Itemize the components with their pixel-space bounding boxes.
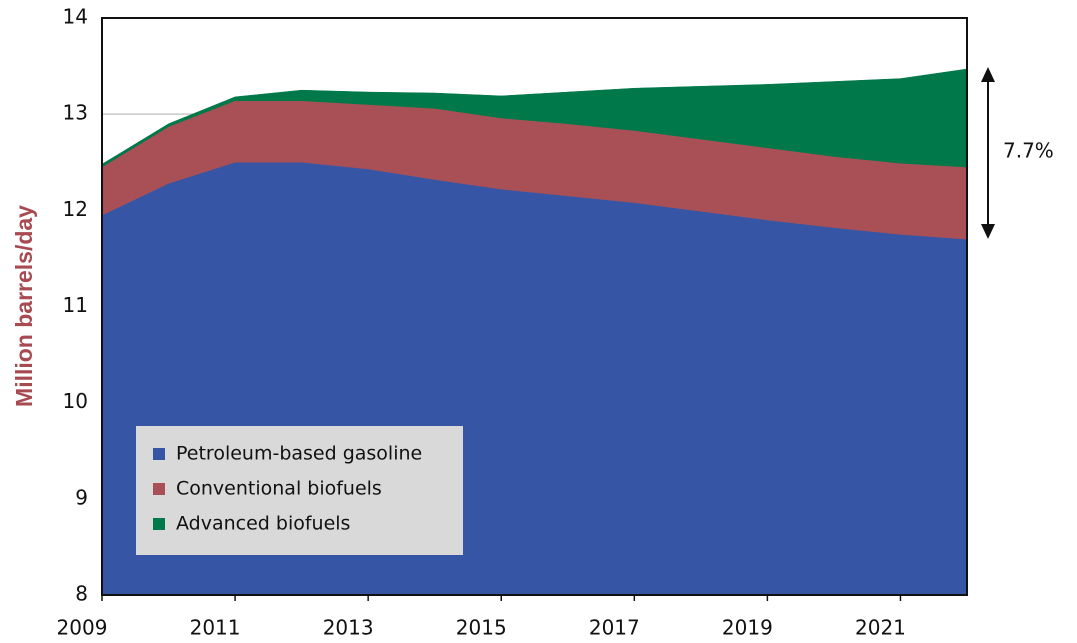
legend-label: Advanced biofuels <box>176 513 350 535</box>
x-tick-label: 2015 <box>456 616 507 640</box>
y-tick-label: 10 <box>63 389 88 413</box>
x-tick-label: 2021 <box>855 616 906 640</box>
legend-swatch <box>153 448 165 460</box>
legend-label: Petroleum-based gasoline <box>176 443 422 465</box>
x-tick-label: 2011 <box>190 616 241 640</box>
x-tick-label: 2009 <box>57 616 108 640</box>
y-tick-label: 12 <box>63 197 88 221</box>
x-tick-label: 2017 <box>589 616 640 640</box>
annotation-arrow <box>981 67 995 239</box>
legend-swatch <box>153 518 165 530</box>
y-axis-label: Million barrels/day <box>11 205 37 407</box>
legend-swatch <box>153 483 165 495</box>
y-tick-label: 11 <box>63 293 88 317</box>
legend-box <box>136 426 463 555</box>
plot-border <box>101 17 968 596</box>
y-tick-label: 8 <box>75 582 88 606</box>
legend: Petroleum-based gasoline Conventional bio… <box>136 426 463 555</box>
x-tick-label: 2013 <box>323 616 374 640</box>
x-tick-label: 2019 <box>722 616 773 640</box>
annotation: 7.7% <box>1003 139 1054 163</box>
y-tick-label: 14 <box>63 5 88 29</box>
y-tick-label: 9 <box>75 485 88 509</box>
y-tick-label: 13 <box>63 101 88 125</box>
legend-label: Conventional biofuels <box>176 478 382 500</box>
